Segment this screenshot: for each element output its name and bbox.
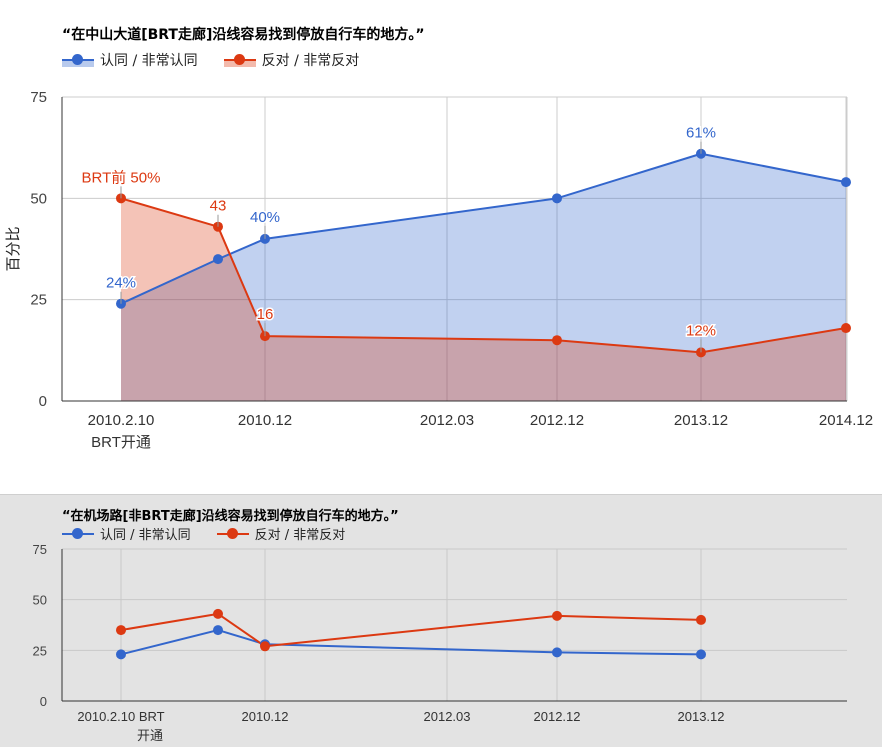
y-tick-label: 25	[33, 643, 47, 658]
data-label: BRT前 50%	[82, 169, 161, 186]
y-tick-label: 75	[30, 89, 47, 106]
series-line-agree	[120, 152, 847, 305]
data-point-oppose	[213, 608, 223, 619]
legend-swatch-agree	[62, 53, 94, 67]
data-label: 61%	[686, 125, 716, 142]
legend-label-agree: 认同 / 非常认同	[100, 528, 191, 543]
y-tick-label: 0	[39, 393, 47, 410]
data-point-oppose	[116, 625, 126, 636]
chart-panel-airport: “在机场路[非BRT走廊]沿线容易找到停放自行车的地方。” 认同 / 非常认同 …	[0, 494, 882, 747]
data-point-oppose	[841, 323, 851, 334]
data-point-agree	[552, 193, 562, 204]
data-label: 40%	[250, 209, 280, 226]
chart-title: “在机场路[非BRT走廊]沿线容易找到停放自行车的地方。”	[62, 509, 399, 524]
data-point-agree	[116, 649, 126, 660]
data-point-agree	[696, 649, 706, 660]
data-point-oppose	[552, 610, 562, 621]
legend-label-oppose: 反对 / 非常反对	[254, 528, 346, 543]
legend-item-agree[interactable]: 认同 / 非常认同	[62, 50, 198, 70]
legend: 认同 / 非常认同 反对 / 非常反对	[62, 524, 371, 543]
x-tick-label: 2012.03	[424, 709, 471, 724]
x-tick-label: 2014.12	[819, 412, 873, 429]
y-axis-title: 百分比	[5, 226, 22, 271]
data-label: 24%	[106, 275, 136, 292]
x-tick-sublabel: 开通	[137, 728, 163, 743]
legend-item-oppose[interactable]: 反对 / 非常反对	[223, 50, 360, 70]
x-tick-label: 2012.03	[420, 412, 474, 429]
data-point-oppose	[696, 614, 706, 625]
chart-title: “在中山大道[BRT走廊]沿线容易找到停放自行车的地方。”	[62, 27, 425, 43]
data-label: 16	[257, 306, 274, 323]
data-point-agree	[213, 625, 223, 636]
data-point-oppose	[552, 335, 562, 346]
data-label: 12%	[686, 322, 716, 339]
x-tick-label: 2012.12	[530, 412, 584, 429]
data-label: 43	[210, 198, 227, 215]
legend-swatch-oppose	[223, 53, 256, 67]
chart-panel-zhongshan: “在中山大道[BRT走廊]沿线容易找到停放自行车的地方。” 认同 / 非常认同 …	[5, 27, 874, 451]
legend-item-agree[interactable]: 认同 / 非常认同	[62, 524, 191, 543]
legend: 认同 / 非常认同 反对 / 非常反对	[62, 50, 385, 70]
area-oppose	[121, 198, 846, 401]
x-tick-label: 2010.2.10 BRT	[77, 709, 164, 724]
legend-swatch-agree	[62, 527, 94, 541]
x-tick-label: 2010.12	[242, 709, 289, 724]
legend-swatch-oppose	[216, 527, 249, 541]
legend-label-oppose: 反对 / 非常反对	[261, 53, 360, 69]
chart-plot-zhongshan: 0 25 50 75 24% 40% 61% BRT前 50% 43 16 12% 2010.2.10…	[5, 89, 873, 451]
x-tick-label: 2010.12	[238, 412, 292, 429]
data-point-oppose	[260, 641, 270, 652]
legend-label-agree: 认同 / 非常认同	[100, 53, 198, 69]
series-line-oppose	[120, 197, 847, 354]
x-tick-label: 2013.12	[674, 412, 728, 429]
data-point-agree	[841, 177, 851, 188]
data-point-agree	[552, 647, 562, 658]
x-tick-label: 2013.12	[678, 709, 725, 724]
y-tick-label: 0	[40, 694, 47, 709]
y-tick-label: 50	[33, 593, 47, 608]
chart-plot-airport: 0 25 50 75 2010.2.10 BRT 开通 2010.12 2012.03 2012…	[33, 542, 847, 743]
x-tick-label: 2010.2.10	[88, 412, 155, 429]
series-line-oppose	[120, 612, 702, 648]
area-agree	[121, 153, 846, 401]
y-tick-label: 25	[30, 292, 47, 309]
data-point-agree	[213, 254, 223, 265]
y-tick-label: 75	[33, 542, 47, 557]
legend-item-oppose[interactable]: 反对 / 非常反对	[216, 524, 346, 543]
x-tick-label: 2012.12	[534, 709, 581, 724]
y-tick-label: 50	[30, 190, 47, 207]
x-tick-sublabel: BRT开通	[91, 434, 151, 451]
